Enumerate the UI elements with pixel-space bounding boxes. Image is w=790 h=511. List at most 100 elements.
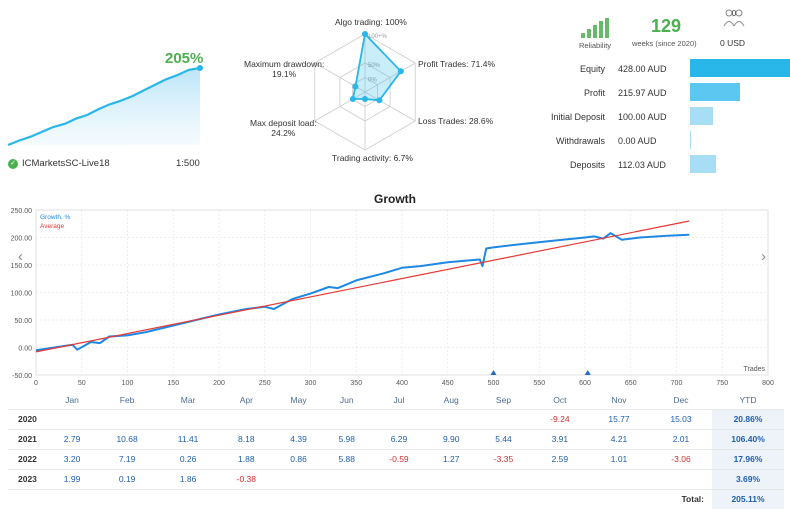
month-cell: 9.90 bbox=[427, 429, 476, 450]
stat-row-initial-deposit: Initial Deposit 100.00 AUD bbox=[545, 107, 790, 127]
x-tick-label: 800 bbox=[762, 380, 774, 387]
month-cell bbox=[274, 409, 323, 430]
month-cell: 4.39 bbox=[274, 429, 323, 450]
month-cell bbox=[370, 469, 428, 490]
legend-entry: Average bbox=[40, 223, 64, 230]
y-tick-label: -50.00 bbox=[12, 373, 32, 380]
x-tick-label: 0 bbox=[34, 380, 38, 387]
column-header bbox=[8, 391, 48, 410]
month-cell bbox=[588, 469, 650, 490]
table-total-row: Total: 205.11% bbox=[8, 489, 784, 509]
x-tick-label: 350 bbox=[350, 380, 362, 387]
radar-label-algo: Algo trading: 100% bbox=[335, 17, 407, 27]
column-header: Oct bbox=[531, 391, 589, 410]
weeks-count: 129 bbox=[650, 16, 682, 36]
month-cell: 5.88 bbox=[322, 449, 371, 470]
ytd-cell: 17.96% bbox=[712, 449, 784, 470]
month-cell bbox=[427, 469, 476, 490]
series-line-average bbox=[35, 220, 690, 353]
y-tick-label: 250.00 bbox=[11, 208, 33, 215]
radar-axis bbox=[364, 91, 416, 122]
column-header: Jan bbox=[48, 391, 97, 410]
month-cell: 0.86 bbox=[274, 449, 323, 470]
stat-bar bbox=[690, 59, 790, 77]
chevron-left-icon[interactable]: ‹ bbox=[18, 248, 23, 265]
monthly-returns-table: Jan Feb Mar Apr May Jun Jul Aug Sep Oct Nov Dec YTD 2… bbox=[8, 391, 784, 509]
total-label: Total: bbox=[681, 494, 704, 505]
month-cell bbox=[274, 469, 323, 490]
row-year: 2022 bbox=[8, 449, 48, 470]
subscribers-icon: 0 bbox=[723, 9, 745, 27]
x-tick-label: 650 bbox=[625, 380, 637, 387]
x-tick-label: 150 bbox=[167, 380, 179, 387]
column-header: Jun bbox=[322, 391, 371, 410]
broker-name: ICMarketsSC-Live18 bbox=[22, 158, 110, 169]
row-year: 2021 bbox=[8, 429, 48, 450]
x-tick-label: 750 bbox=[716, 380, 728, 387]
radar-label-activity: Trading activity: 6.7% bbox=[332, 153, 413, 163]
y-tick-label: 200.00 bbox=[11, 236, 33, 243]
column-header: Aug bbox=[427, 391, 476, 410]
stat-label: Profit bbox=[583, 88, 605, 98]
column-header: Mar bbox=[158, 391, 219, 410]
column-header: Apr bbox=[218, 391, 275, 410]
legend-entry: Growth, % bbox=[40, 214, 71, 221]
radar-point bbox=[362, 95, 368, 102]
month-cell bbox=[218, 409, 275, 430]
month-cell: 5.98 bbox=[322, 429, 371, 450]
stat-bar bbox=[690, 107, 714, 125]
month-cell: -3.06 bbox=[649, 449, 712, 470]
table-header-row: Jan Feb Mar Apr May Jun Jul Aug Sep Oct Nov Dec YTD bbox=[8, 391, 784, 410]
radar-point bbox=[352, 83, 359, 90]
month-cell: 0.19 bbox=[96, 469, 159, 490]
broker-server[interactable]: ✓ ICMarketsSC-Live18 bbox=[8, 158, 110, 169]
month-cell bbox=[427, 409, 476, 430]
stat-bar bbox=[690, 155, 717, 173]
column-header: Dec bbox=[649, 391, 712, 410]
growth-title: Growth bbox=[374, 192, 416, 206]
column-header: Sep bbox=[475, 391, 532, 410]
stat-label: Withdrawals bbox=[555, 136, 605, 146]
verified-shield-icon: ✓ bbox=[8, 158, 18, 169]
svg-text:0: 0 bbox=[732, 9, 737, 18]
y-tick-label: 50.00 bbox=[14, 318, 32, 325]
row-year: 2023 bbox=[8, 469, 48, 490]
month-cell: 8.18 bbox=[218, 429, 275, 450]
x-tick-label: 400 bbox=[396, 380, 408, 387]
month-cell: -0.38 bbox=[218, 469, 275, 490]
event-marker bbox=[490, 370, 497, 375]
month-cell: 1.86 bbox=[158, 469, 219, 490]
reliability[interactable]: Reliability bbox=[575, 18, 615, 50]
mini-growth-line bbox=[7, 66, 201, 147]
radar-label-drawdown: Maximum drawdown: 19.1% bbox=[244, 59, 325, 79]
ytd-cell: 106.40% bbox=[712, 429, 784, 450]
month-cell bbox=[370, 409, 428, 430]
radar-point bbox=[376, 97, 383, 104]
month-cell bbox=[322, 469, 371, 490]
month-cell bbox=[531, 469, 589, 490]
y-tick-label: 100.00 bbox=[11, 291, 33, 298]
table-row: 2023 1.99 0.19 1.86 -0.38 3.69% bbox=[8, 469, 784, 490]
growth-chart[interactable]: 0 50 100 150 200 250 300 350 400 450 500 550 600 650 7… bbox=[0, 205, 790, 390]
radar-chart: 100+% 50% 0% Algo trading: 100% Profit Tra… bbox=[230, 15, 500, 180]
x-tick-label: 250 bbox=[259, 380, 271, 387]
mini-growth-endpoint bbox=[197, 65, 203, 71]
radar-value-polygon bbox=[351, 32, 403, 102]
month-cell: 3.20 bbox=[48, 449, 97, 470]
weeks-label: weeks (since 2020) bbox=[632, 39, 697, 48]
radar-ring-label: 0% bbox=[368, 78, 377, 84]
month-cell bbox=[48, 409, 97, 430]
radar-label-deposit-load: Max deposit load: 24.2% bbox=[250, 118, 317, 138]
stat-value: 215.97 AUD bbox=[618, 88, 667, 98]
radar-axis bbox=[364, 62, 416, 93]
stat-row-equity: Equity 428.00 AUD bbox=[545, 59, 790, 79]
month-cell: 4.21 bbox=[588, 429, 650, 450]
chevron-right-icon[interactable]: › bbox=[761, 248, 766, 265]
stat-label: Initial Deposit bbox=[550, 112, 605, 122]
x-tick-label: 550 bbox=[533, 380, 545, 387]
table-row: 2020 -9.24 15.77 15.03 20.86% bbox=[8, 409, 784, 430]
stat-value: 100.00 AUD bbox=[618, 112, 667, 122]
month-cell bbox=[649, 469, 712, 490]
month-cell: 1.01 bbox=[588, 449, 650, 470]
x-tick-label: 600 bbox=[579, 380, 591, 387]
